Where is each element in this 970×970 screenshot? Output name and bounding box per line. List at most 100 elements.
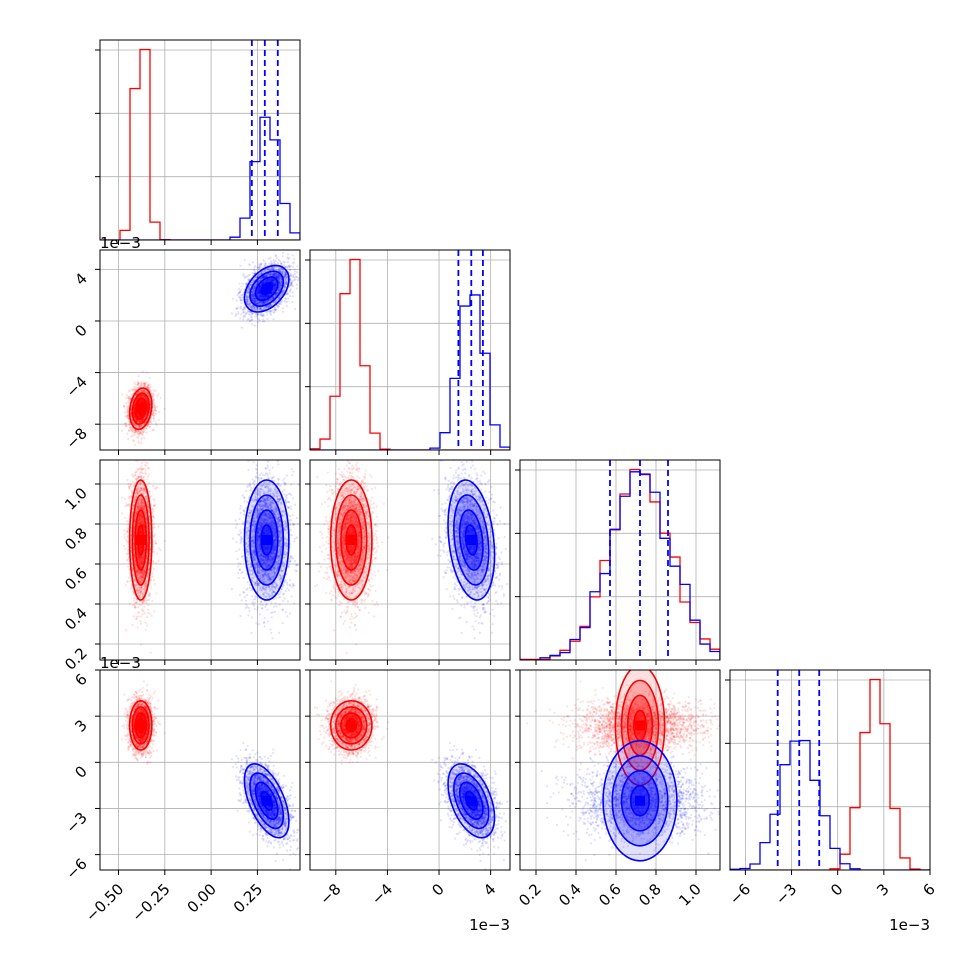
- scatter-point: [128, 424, 131, 427]
- scatter-point: [124, 415, 127, 418]
- scatter-point: [284, 297, 287, 300]
- scatter-point: [153, 404, 157, 407]
- scatter-point: [247, 313, 251, 316]
- scatter-point: [136, 415, 140, 418]
- scatter-point: [145, 385, 149, 389]
- scatter-point: [140, 389, 143, 393]
- scatter-point: [286, 300, 289, 303]
- scatter-point: [250, 316, 253, 319]
- scatter-point: [137, 419, 140, 423]
- scatter-point: [136, 383, 139, 386]
- scatter-point: [144, 390, 147, 394]
- scatter-point: [140, 394, 143, 397]
- scatter-point: [147, 394, 150, 397]
- scatter-point: [257, 312, 260, 316]
- scatter-point: [140, 400, 143, 403]
- scatter-point: [250, 318, 253, 321]
- scatter-point: [131, 388, 135, 391]
- scatter-point: [237, 306, 240, 309]
- scatter-point: [235, 299, 238, 302]
- scatter-point: [140, 401, 143, 404]
- scatter-point: [135, 419, 138, 423]
- scatter-point: [144, 396, 147, 399]
- scatter-point: [127, 420, 130, 423]
- scatter-point: [137, 414, 140, 417]
- scatter-point: [137, 386, 140, 389]
- scatter-point: [134, 394, 137, 397]
- scatter-point: [137, 426, 140, 429]
- scatter-point: [136, 419, 139, 422]
- scatter-point: [128, 423, 131, 426]
- scatter-point: [136, 397, 139, 400]
- scatter-point: [131, 389, 134, 392]
- scatter-point: [138, 414, 141, 418]
- scatter-point: [152, 392, 155, 396]
- scatter-point: [145, 399, 149, 402]
- scatter-point: [140, 431, 143, 435]
- scatter-point: [234, 312, 238, 316]
- scatter-point: [156, 395, 159, 398]
- scatter-point: [139, 431, 142, 435]
- scatter-point: [131, 429, 134, 432]
- scatter-point: [293, 268, 296, 271]
- scatter-point: [137, 391, 140, 394]
- scatter-point: [296, 279, 300, 282]
- scatter-point: [140, 430, 143, 434]
- scatter-point: [157, 410, 161, 414]
- scatter-point: [145, 385, 148, 388]
- scatter-point: [140, 383, 143, 386]
- scatter-point: [286, 261, 289, 264]
- scatter-point: [129, 429, 132, 432]
- scatter-point: [156, 405, 159, 408]
- histogram-red: [310, 258, 510, 450]
- scatter-point: [247, 317, 250, 320]
- scatter-point: [136, 386, 139, 390]
- scatter-point: [144, 382, 147, 385]
- scatter-point: [138, 415, 142, 418]
- scatter-point: [240, 301, 243, 305]
- scatter-point: [143, 390, 146, 393]
- scatter-point: [150, 418, 153, 421]
- scatter-point: [145, 431, 148, 434]
- scatter-point: [277, 258, 280, 262]
- scatter-point: [281, 251, 285, 254]
- scatter-point: [140, 400, 143, 403]
- scatter-point: [151, 413, 154, 416]
- scatter-point: [293, 273, 297, 276]
- scatter-point: [137, 432, 140, 435]
- scatter-point: [140, 395, 144, 398]
- scatter-point: [123, 411, 126, 414]
- panel-frame: [519, 459, 721, 661]
- scatter-point: [126, 401, 130, 404]
- scatter-point: [289, 288, 293, 291]
- scatter-point: [137, 434, 141, 437]
- scatter-point: [140, 415, 143, 418]
- scatter-point: [139, 415, 143, 418]
- scatter-point: [240, 313, 243, 316]
- scatter-point: [153, 408, 156, 411]
- scatter-point: [141, 399, 145, 402]
- scatter-point: [137, 440, 140, 443]
- scatter-point: [269, 260, 273, 263]
- scatter-point: [269, 313, 273, 316]
- scatter-point: [131, 430, 134, 433]
- scatter-point: [238, 290, 242, 293]
- scatter-point: [151, 392, 154, 395]
- scatter-point: [141, 383, 144, 386]
- scatter-point: [138, 420, 141, 423]
- scatter-point: [139, 415, 142, 418]
- scatter-point: [140, 394, 143, 397]
- scatter-point: [142, 400, 145, 403]
- panel-frame: [729, 669, 931, 871]
- scatter-point: [136, 414, 139, 417]
- scatter-point: [134, 430, 137, 433]
- scatter-point: [143, 382, 146, 385]
- scatter-point: [141, 399, 145, 403]
- density-peak: [135, 403, 146, 414]
- scatter-point: [240, 285, 243, 288]
- scatter-point: [125, 424, 129, 427]
- scatter-point: [141, 395, 144, 399]
- scatter-point: [140, 436, 143, 440]
- scatter-point: [126, 394, 129, 397]
- scatter-point: [138, 421, 141, 424]
